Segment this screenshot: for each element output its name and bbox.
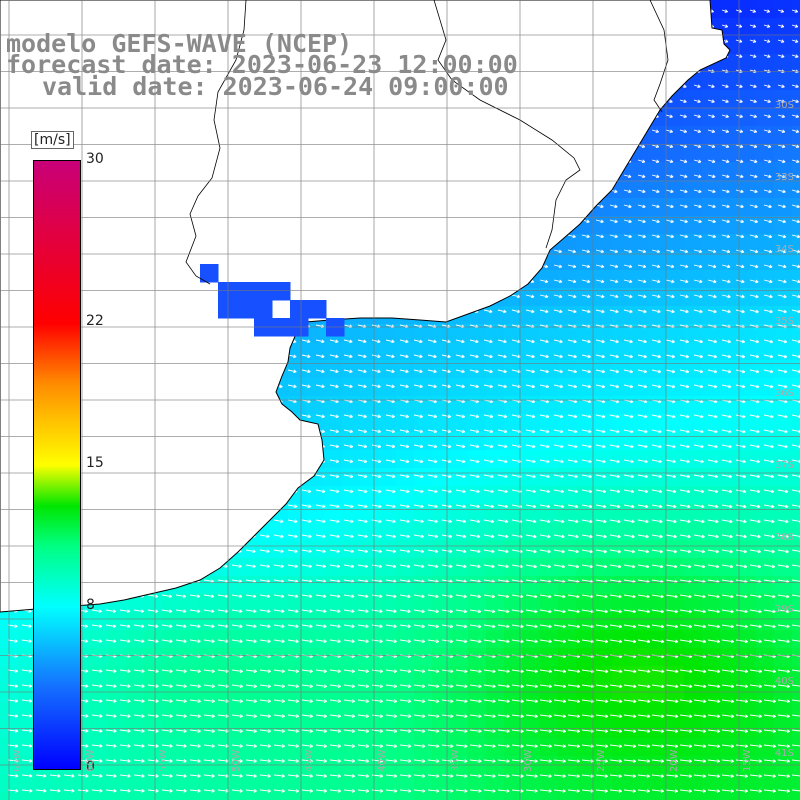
latitude-label: 36S (774, 388, 794, 399)
latitude-label: 34S (774, 244, 794, 255)
colorbar-tick: 8 (86, 596, 95, 613)
latitude-label: 33S (774, 172, 794, 183)
borders (185, 0, 669, 285)
colorbar (33, 160, 81, 770)
longitude-label: 55W (158, 749, 169, 772)
longitude-label: 45W (304, 749, 315, 772)
longitude-label: 50W (231, 749, 242, 772)
forecast-date: forecast date: 2023-06-23 12:00:00 (6, 50, 518, 79)
colorbar-tick: 0 (86, 759, 95, 775)
model-title: modelo GEFS-WAVE (NCEP) (6, 29, 353, 58)
longitude-label: 15W (742, 749, 753, 772)
latitude-label: 37S (774, 460, 794, 471)
longitude-label: 65W (12, 749, 23, 772)
longitude-label: 60W (85, 749, 96, 772)
latitude-label: 41S (774, 748, 794, 759)
latitude-label: 38S (774, 532, 794, 543)
latitude-label: 40S (774, 676, 794, 687)
longitude-label: 25W (596, 749, 607, 772)
latitude-label: 35S (774, 316, 794, 327)
latitude-label: 30S (774, 100, 794, 111)
colorbar-unit: [m/s] (31, 131, 74, 149)
colorbar-tick: 15 (86, 455, 104, 471)
coastal-sea-cells (200, 264, 345, 337)
valid-date: valid date: 2023-06-24 09:00:00 (42, 72, 509, 101)
longitude-label: 35W (450, 749, 461, 772)
longitude-label: 40W (377, 749, 388, 772)
latitude-label: 39S (774, 604, 794, 615)
longitude-label: 30W (523, 749, 534, 772)
longitude-label: 20W (669, 749, 680, 772)
colorbar-tick: 22 (86, 313, 104, 330)
colorbar-tick: 30 (86, 151, 104, 167)
